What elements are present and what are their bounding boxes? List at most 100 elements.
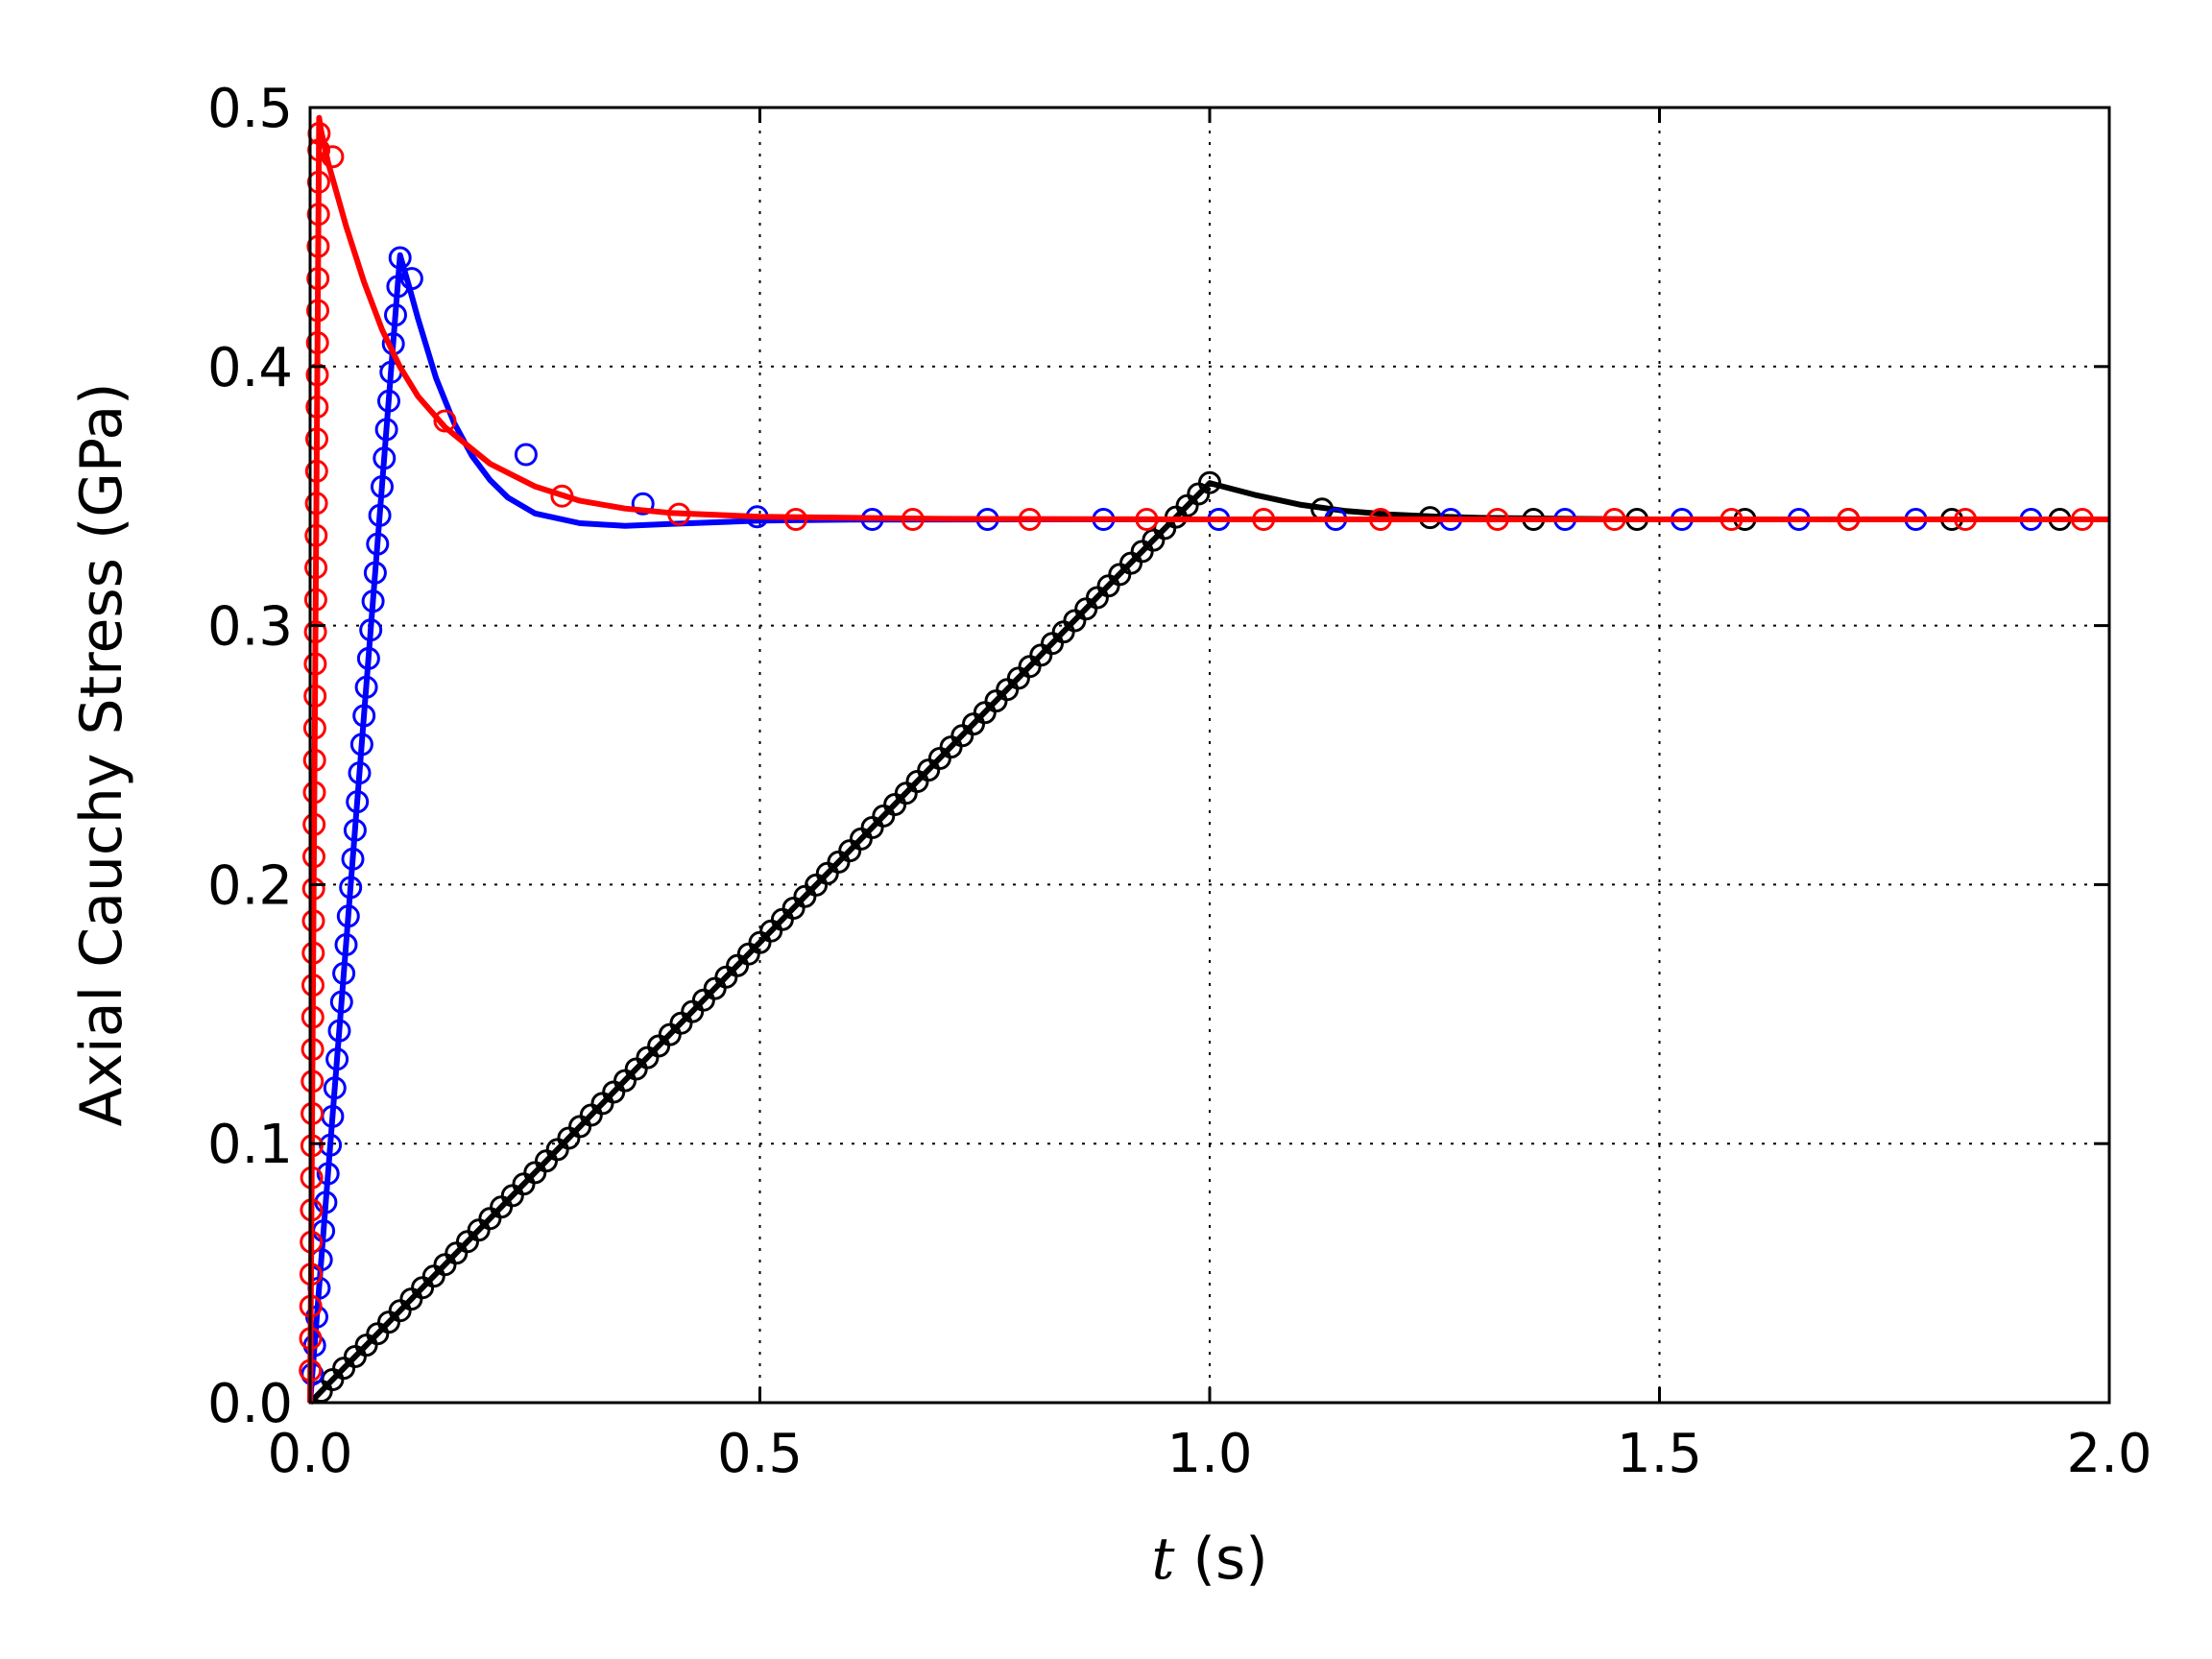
y-tick-label: 0.1 <box>207 1114 293 1176</box>
data-point <box>301 877 325 901</box>
data-point <box>306 170 330 194</box>
data-point <box>339 876 363 900</box>
data-point <box>433 409 457 433</box>
data-point <box>301 941 325 965</box>
data-point <box>325 1047 349 1071</box>
data-point <box>304 459 328 483</box>
x-axis-unit: (s) <box>1174 1526 1267 1593</box>
data-point <box>388 246 412 270</box>
data-point <box>359 618 383 642</box>
data-point <box>343 818 367 842</box>
y-axis-label: Axial Cauchy Stress (GPa) <box>68 382 135 1126</box>
data-point <box>305 427 328 451</box>
data-point <box>352 704 376 728</box>
data-point <box>306 267 330 291</box>
data-point <box>332 961 356 985</box>
series-line <box>307 252 2109 1404</box>
data-point <box>2070 508 2094 531</box>
data-point <box>306 299 329 323</box>
data-point <box>306 234 330 258</box>
data-point <box>354 675 378 699</box>
y-tick-label: 0.4 <box>207 337 293 399</box>
x-tick-label: 1.0 <box>1166 1423 1252 1485</box>
x-axis-symbol: t <box>1151 1526 1175 1593</box>
data-point <box>363 561 387 585</box>
series-line <box>307 114 2109 1404</box>
y-tick-label: 0.3 <box>207 596 293 659</box>
data-point <box>302 845 325 869</box>
data-point <box>336 904 360 928</box>
data-point <box>321 145 345 169</box>
data-point <box>399 267 423 291</box>
data-point <box>368 503 392 527</box>
data-point <box>301 1070 325 1094</box>
x-axis-label: t (s) <box>1151 1526 1267 1593</box>
data-point <box>301 1005 325 1029</box>
data-point <box>1018 508 1042 531</box>
data-point <box>1837 508 1861 531</box>
axes-frame <box>308 106 2111 1405</box>
data-point <box>300 1166 324 1190</box>
data-point <box>348 761 372 785</box>
data-point <box>303 685 327 708</box>
data-point <box>302 716 326 740</box>
data-point <box>514 443 538 467</box>
data-point <box>300 1134 324 1158</box>
data-point <box>371 475 394 498</box>
data-point <box>329 990 353 1014</box>
data-point <box>1602 508 1626 531</box>
x-tick-label: 0.5 <box>717 1423 803 1485</box>
data-point <box>305 331 329 354</box>
data-point <box>301 1038 325 1061</box>
data-point <box>301 974 325 998</box>
data-point <box>356 646 380 670</box>
data-point <box>374 418 398 442</box>
data-point <box>327 1019 351 1043</box>
data-point <box>346 790 370 814</box>
data-point <box>302 748 326 772</box>
x-tick-label: 1.5 <box>1617 1423 1702 1485</box>
data-point <box>361 589 385 613</box>
data-point <box>301 909 325 933</box>
data-point <box>306 203 330 227</box>
series-1 <box>301 246 2109 1404</box>
x-tick-label: 0.0 <box>267 1423 352 1485</box>
data-point <box>303 620 327 644</box>
data-point <box>334 933 358 956</box>
data-point <box>550 484 574 508</box>
plot-area <box>299 114 2109 1406</box>
data-point <box>1135 508 1159 531</box>
data-point <box>667 502 691 526</box>
data-point <box>1198 470 1221 494</box>
data-point <box>1954 508 1978 531</box>
grid-lines <box>309 107 2110 1404</box>
y-tick-label: 0.0 <box>207 1373 293 1435</box>
data-point <box>341 847 365 871</box>
y-tick-label: 0.2 <box>207 854 293 917</box>
data-point <box>323 1076 347 1100</box>
data-point <box>302 812 326 836</box>
data-point <box>303 652 327 676</box>
data-point <box>302 781 326 805</box>
data-point <box>304 492 328 516</box>
series-2 <box>299 114 2109 1404</box>
data-point <box>373 446 397 470</box>
data-point <box>316 1162 340 1186</box>
data-point <box>301 1101 325 1125</box>
data-point <box>1252 508 1276 531</box>
data-point <box>305 363 329 387</box>
data-point <box>366 532 390 556</box>
data-point <box>1369 508 1392 531</box>
x-tick-label: 2.0 <box>2066 1423 2152 1485</box>
data-point <box>901 508 925 531</box>
data-point <box>349 733 373 757</box>
data-point <box>384 303 407 327</box>
data-point <box>1485 508 1509 531</box>
data-point <box>1719 508 1743 531</box>
y-tick-label: 0.5 <box>207 78 293 140</box>
data-point <box>304 523 328 547</box>
data-point <box>631 492 655 516</box>
data-point <box>304 556 328 580</box>
data-point <box>319 1133 343 1157</box>
